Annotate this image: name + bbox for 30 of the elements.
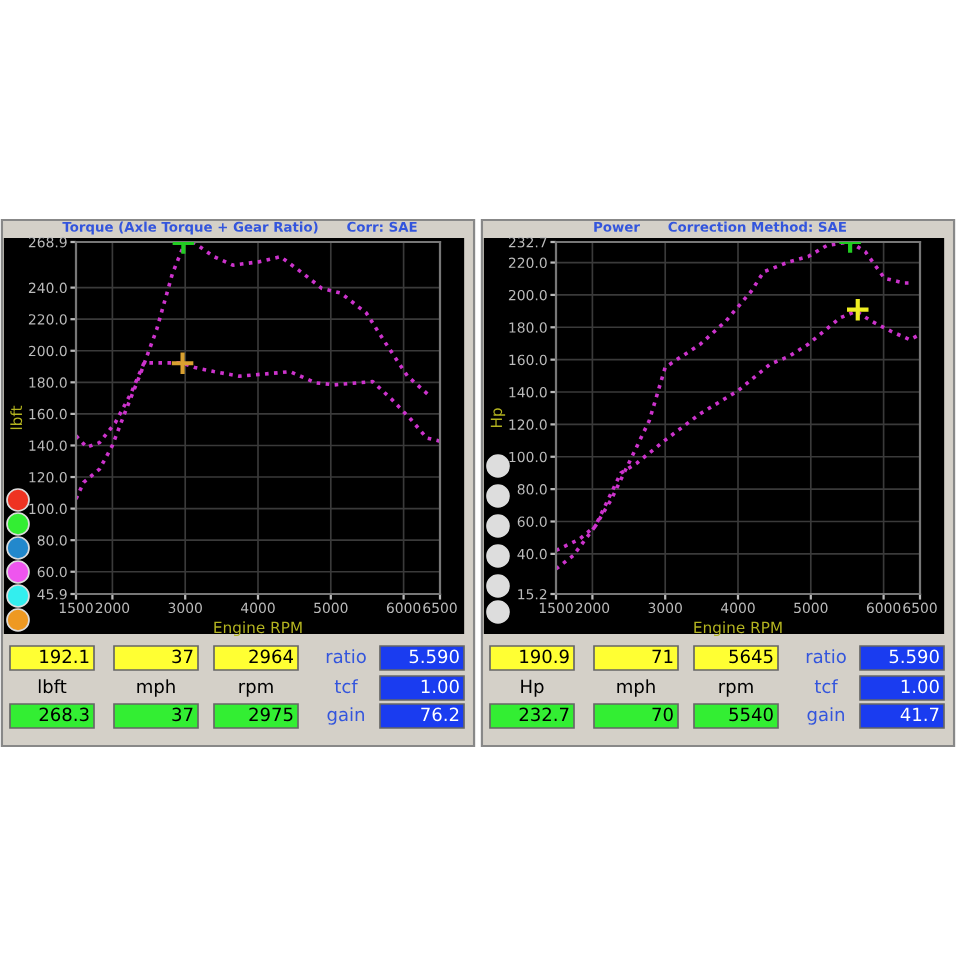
text: gain — [807, 707, 844, 725]
text: mph — [617, 679, 655, 697]
text: 5645 — [729, 649, 773, 664]
text: ratio — [326, 649, 366, 664]
text: rpm — [719, 682, 753, 697]
text: 5540 — [729, 707, 773, 722]
text: 70 — [652, 707, 673, 722]
text: 1.00 — [421, 679, 459, 694]
text: gain — [327, 707, 364, 725]
text: 2975 — [249, 707, 293, 722]
text: 2964 — [249, 649, 293, 664]
text: 190.9 — [520, 649, 569, 664]
text: 268.3 — [39, 707, 89, 722]
text: tcf — [334, 679, 359, 694]
text: 41.7 — [900, 707, 939, 721]
text: Hp — [521, 679, 544, 697]
text: 76.2 — [421, 707, 459, 722]
text: 5.590 — [889, 649, 939, 664]
text: lbft — [38, 679, 67, 694]
text: 5.590 — [409, 649, 459, 664]
text: tcf — [814, 679, 839, 694]
text: 37 — [172, 649, 193, 664]
text: 1.00 — [901, 679, 939, 694]
text: mph — [137, 679, 175, 697]
text: ratio — [806, 649, 846, 664]
text: rpm — [239, 682, 273, 697]
text: 71 — [652, 649, 673, 663]
text: 192.1 — [40, 649, 89, 664]
text: 37 — [172, 707, 193, 722]
line-series — [76, 242, 432, 501]
